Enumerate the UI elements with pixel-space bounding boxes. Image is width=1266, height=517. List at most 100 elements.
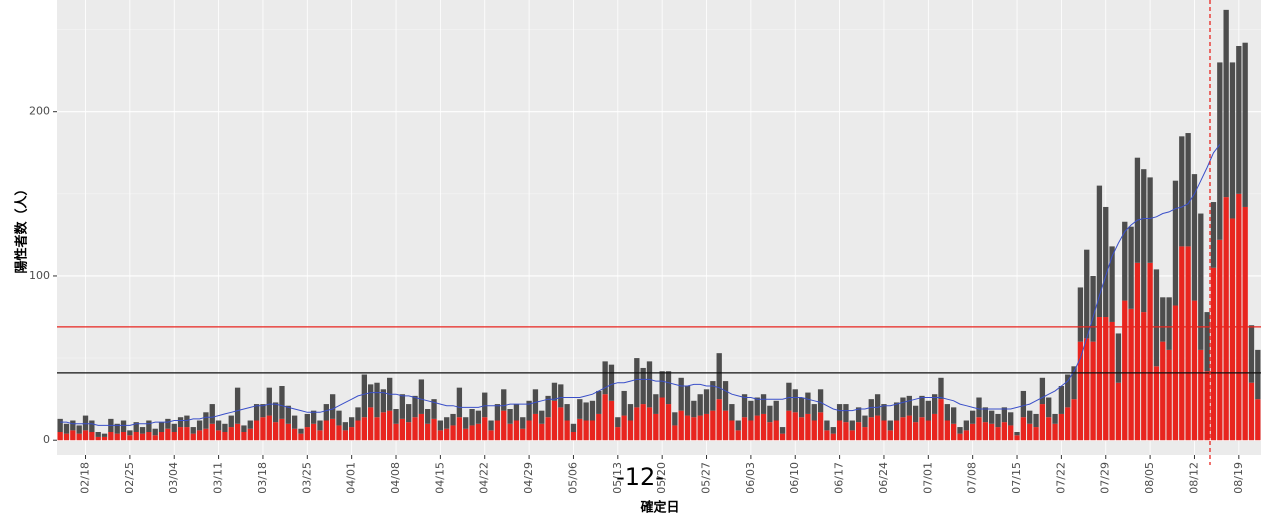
bar-segment — [203, 428, 209, 441]
bar-segment — [1128, 226, 1134, 309]
bar-segment — [247, 420, 253, 429]
bar-segment — [1223, 9, 1229, 198]
bar-segment — [89, 420, 95, 433]
bar-segment — [1242, 42, 1248, 207]
bar-segment — [564, 420, 570, 441]
bar-segment — [1052, 423, 1058, 441]
bar-segment — [95, 436, 101, 441]
plot-background — [57, 0, 1261, 455]
bar-segment — [665, 371, 672, 405]
bar-segment — [57, 432, 63, 441]
bar-segment — [779, 427, 786, 434]
bar-segment — [970, 423, 976, 441]
bar-segment — [241, 425, 247, 433]
bar-segment — [646, 407, 653, 441]
bar-segment — [925, 420, 931, 441]
bar-segment — [1014, 435, 1020, 441]
bar-segment — [722, 381, 729, 411]
bar-segment — [63, 433, 70, 441]
bar-segment — [849, 420, 855, 431]
bar-segment — [380, 412, 387, 441]
bar-segment — [95, 432, 101, 437]
bar-segment — [855, 407, 862, 423]
bar-segment — [482, 417, 488, 441]
bar-segment — [1134, 157, 1141, 263]
bar-segment — [209, 404, 215, 424]
bar-segment — [1103, 317, 1109, 441]
bar-segment — [659, 397, 665, 441]
bar-segment — [558, 407, 564, 441]
bar-segment — [741, 417, 748, 441]
bar-segment — [1217, 239, 1223, 441]
bar-segment — [1185, 246, 1191, 441]
bar-segment — [640, 367, 646, 405]
bar-segment — [1065, 407, 1071, 441]
bar-segment — [114, 423, 120, 434]
bar-segment — [437, 430, 444, 441]
bar-segment — [1141, 169, 1147, 313]
bar-segment — [659, 371, 665, 398]
bar-segment — [228, 427, 234, 441]
bar-segment — [1084, 249, 1090, 339]
bar-segment — [1160, 297, 1166, 342]
bar-segment — [184, 415, 190, 428]
bar-segment — [691, 400, 697, 418]
bar-segment — [361, 417, 367, 441]
bar-segment — [1046, 397, 1052, 418]
bar-segment — [108, 432, 114, 441]
bar-segment — [1141, 312, 1147, 441]
bar-segment — [177, 427, 184, 441]
bar-segment — [101, 433, 108, 437]
bar-segment — [893, 420, 900, 441]
x-tick-label: 03/11 — [212, 462, 225, 494]
x-tick-label: 07/15 — [1010, 462, 1023, 494]
bar-segment — [665, 404, 672, 441]
bar-segment — [82, 430, 89, 441]
bar-segment — [349, 427, 355, 441]
bar-segment — [374, 417, 380, 441]
bar-segment — [532, 389, 539, 414]
bar-segment — [982, 407, 989, 423]
bar-segment — [938, 377, 944, 400]
bar-segment — [874, 415, 881, 441]
bar-segment — [1058, 413, 1065, 441]
bar-segment — [127, 435, 133, 441]
bar-segment — [836, 420, 843, 441]
bar-segment — [741, 394, 748, 418]
bar-segment — [716, 353, 722, 400]
bar-segment — [1052, 413, 1058, 424]
bar-segment — [602, 394, 608, 441]
bar-segment — [532, 413, 539, 441]
bar-segment — [887, 430, 893, 441]
bar-segment — [1217, 62, 1223, 240]
bar-segment — [989, 423, 995, 441]
bar-segment — [304, 413, 310, 428]
x-tick-label: 04/01 — [345, 462, 358, 494]
bar-segment — [995, 413, 1001, 428]
bar-segment — [906, 395, 912, 416]
bar-segment — [539, 410, 545, 424]
bar-segment — [1172, 180, 1179, 306]
bar-segment — [1008, 425, 1014, 441]
bar-segment — [919, 417, 925, 441]
bar-segment — [171, 432, 177, 441]
bar-segment — [1191, 300, 1198, 441]
bar-segment — [1255, 399, 1261, 441]
bar-segment — [748, 420, 754, 441]
bar-segment — [678, 377, 684, 411]
bar-segment — [925, 400, 931, 421]
bar-segment — [912, 405, 919, 423]
bar-segment — [1185, 133, 1191, 247]
bar-segment — [1128, 308, 1134, 441]
bar-segment — [906, 415, 912, 441]
bar-segment — [684, 386, 691, 416]
x-tick-label: 04/08 — [389, 462, 402, 494]
bar-segment — [963, 430, 969, 441]
bar-segment — [501, 389, 507, 411]
bar-segment — [697, 415, 703, 441]
bar-segment — [798, 397, 805, 418]
bar-segment — [463, 417, 469, 429]
bar-segment — [120, 420, 127, 433]
bar-segment — [735, 420, 741, 431]
bar-segment — [621, 390, 627, 416]
